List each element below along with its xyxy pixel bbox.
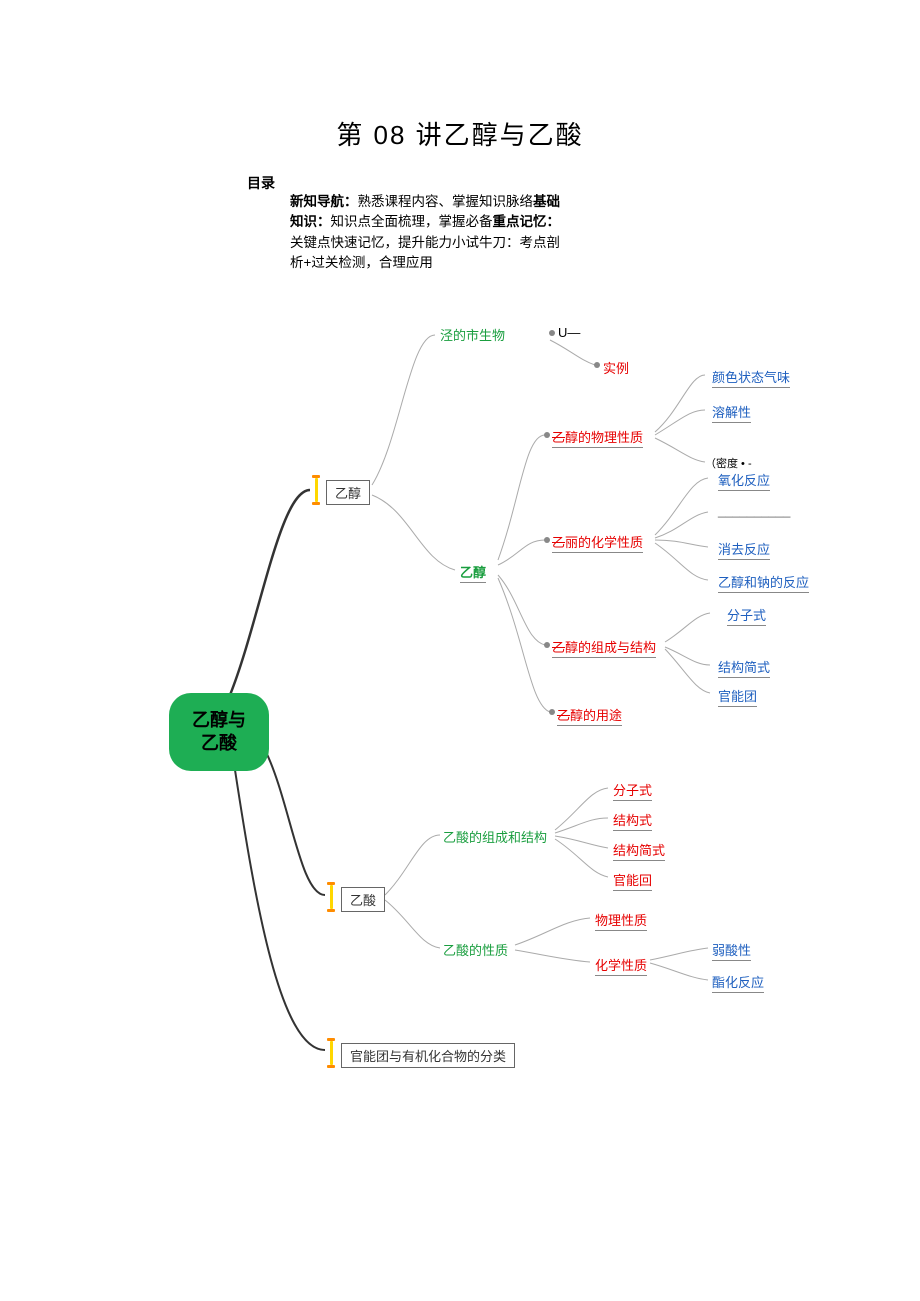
acid-structfull-label: 结构式 [613,810,652,831]
ethanol-chem-label: 乙丽的化学性质 [552,532,643,553]
acid-structsimple-label: 结构简式 [613,840,665,861]
toc-label: 目录 [247,173,275,193]
ethanol-branch-box: 乙醇 [326,480,370,505]
toc-text-4: 析+过关检测，合理应用 [290,255,433,270]
weak-acid-label: 弱酸性 [712,940,751,961]
struct-simple-label: 结构简式 [718,657,770,678]
branch-marker-icon [328,1038,334,1068]
example-label: 实例 [603,358,629,377]
branch-marker-icon [313,475,319,505]
na-reaction-label: 乙醇和钠的反应 [718,572,809,593]
acid-struct-label: 乙酸的组成和结构 [443,827,547,846]
page-title: 第 08 讲乙醇与乙酸 [0,0,920,152]
acid-funcgroup-label: 官能回 [613,870,652,891]
toc-bold-1: 基础 [533,194,560,209]
toc-text-3: 关键点快速记忆，提升能力小试牛刀：考点剖 [290,235,560,250]
ester-label: 酯化反应 [712,972,764,993]
branch-marker-icon [328,882,334,912]
root-node: 乙醇与乙酸 [169,693,269,771]
elimination-label: 消去反应 [718,539,770,560]
func-group-label: 官能团 [718,686,757,707]
color-label: 颜色状态气味 [712,367,790,388]
acid-props-label: 乙酸的性质 [443,940,508,959]
ethanol-struct-label: 乙醇的组成与结构 [552,637,656,658]
ethanol-uses-label: 乙醇的用途 [557,705,622,726]
ethanol-phys-label: 乙醇的物理性质 [552,427,643,448]
blank-label: __________ [718,503,790,518]
func-group-branch-box: 官能团与有机化合物的分类 [341,1043,515,1068]
toc-prefix-2: 知识： [290,214,331,229]
oxidation-label: 氧化反应 [718,470,770,491]
solubility-label: 溶解性 [712,402,751,423]
ethanol-sub-label: 乙醇 [460,562,486,583]
u-dash-label: U— [558,325,580,340]
acid-branch-box: 乙酸 [341,887,385,912]
acid-chem-label: 化学性质 [595,955,647,976]
density-label: （密度 • - [705,455,752,471]
acid-formula-label: 分子式 [613,780,652,801]
toc-text-2: 知识点全面梳理，掌握必备 [331,214,493,229]
derivation-label: 泾的市生物 [440,325,505,344]
acid-phys-label: 物理性质 [595,910,647,931]
toc-prefix-1: 新知导航： [290,194,358,209]
formula-label: 分子式 [727,605,766,626]
toc-bold-2: 重点记忆： [493,214,561,229]
toc-text-1: 熟悉课程内容、掌握知识脉络 [358,194,534,209]
toc-content: 新知导航：熟悉课程内容、掌握知识脉络基础 知识：知识点全面梳理，掌握必备重点记忆… [290,192,630,273]
